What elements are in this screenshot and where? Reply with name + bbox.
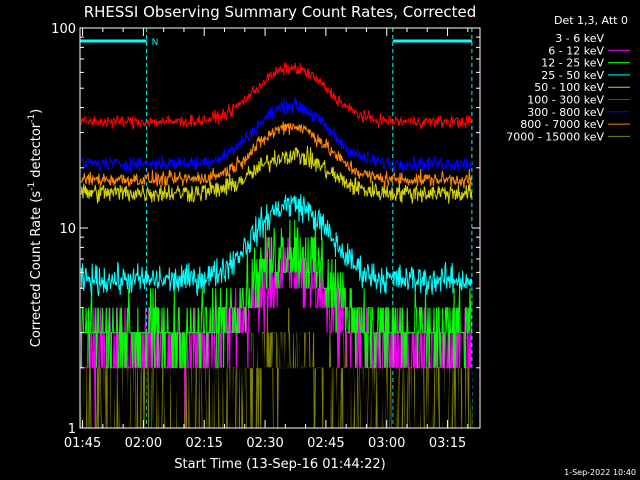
legend-title: Det 1,3, Att 0	[554, 14, 628, 27]
legend-item: 12 - 25 keV	[541, 57, 630, 70]
legend-item: 25 - 50 keV	[541, 69, 630, 82]
legend-label: 100 - 300 keV	[527, 94, 604, 107]
series-25-to-50keV	[80, 193, 473, 297]
y-axis-label: Corrected Count Rate (s-1 detector-1)	[27, 109, 44, 347]
y-axis-label-main: Corrected Count Rate (s	[29, 191, 44, 348]
legend-item: 100 - 300 keV	[527, 94, 630, 107]
y-axis-label-mid: detector	[29, 122, 44, 182]
series-line	[80, 97, 473, 174]
x-tick-label: 03:15	[429, 436, 466, 451]
legend-label: 7000 - 15000 keV	[506, 130, 604, 143]
saa-interval-1	[392, 28, 473, 428]
legend-item: 300 - 800 keV	[527, 106, 630, 119]
series-300-to-800keV	[80, 97, 473, 174]
x-tick-label: 02:15	[185, 436, 222, 451]
x-tick-label: 02:00	[125, 436, 162, 451]
saa-label: N	[152, 38, 159, 48]
x-tick-label: 03:00	[368, 436, 405, 451]
legend-item: 50 - 100 keV	[534, 81, 630, 94]
series-line	[80, 219, 472, 369]
legend-label: 50 - 100 keV	[534, 81, 604, 94]
y-axis-label-end: )	[29, 109, 44, 114]
legend-label: 25 - 50 keV	[541, 69, 604, 82]
plot-data: N	[79, 28, 473, 429]
series-50-to-100keV	[80, 145, 473, 204]
timestamp: 1-Sep-2022 10:40	[564, 468, 636, 477]
series-100-to-300keV	[80, 62, 473, 131]
y-tick-label: 1	[68, 422, 76, 437]
series-line	[80, 62, 473, 131]
y-tick-label: 100	[51, 22, 76, 37]
y-axis-label-sup1: -1	[27, 182, 37, 191]
legend-label: 800 - 7000 keV	[520, 118, 604, 131]
legend-item: 7000 - 15000 keV	[506, 130, 630, 143]
series-line	[80, 145, 473, 204]
legend-item: 6 - 12 keV	[548, 44, 630, 57]
y-axis-label-sup2: -1	[27, 114, 37, 123]
x-axis-label: Start Time (13-Sep-16 01:44:22)	[174, 457, 385, 472]
legend-label: 3 - 6 keV	[555, 32, 604, 45]
series-line	[80, 121, 473, 189]
x-tick-label: 01:45	[64, 436, 101, 451]
axis-ticks: 1 10 100 01:45 02:00 02:15 02:30 02:45 03:00 03:1…	[51, 22, 480, 451]
legend-label: 12 - 25 keV	[541, 57, 604, 70]
series-12-to-25keV	[80, 219, 472, 369]
x-tick-label: 02:45	[307, 436, 344, 451]
series-line	[80, 193, 473, 297]
legend-item: 3 - 6 keV	[555, 32, 630, 45]
series-800-to-7000keV	[80, 121, 473, 189]
legend-label: 300 - 800 keV	[527, 106, 604, 119]
legend-label: 6 - 12 keV	[548, 44, 604, 57]
y-tick-label: 10	[59, 222, 76, 237]
chart-title: RHESSI Observing Summary Count Rates, Co…	[84, 3, 477, 21]
legend-item: 800 - 7000 keV	[520, 118, 630, 131]
x-tick-label: 02:30	[246, 436, 283, 451]
